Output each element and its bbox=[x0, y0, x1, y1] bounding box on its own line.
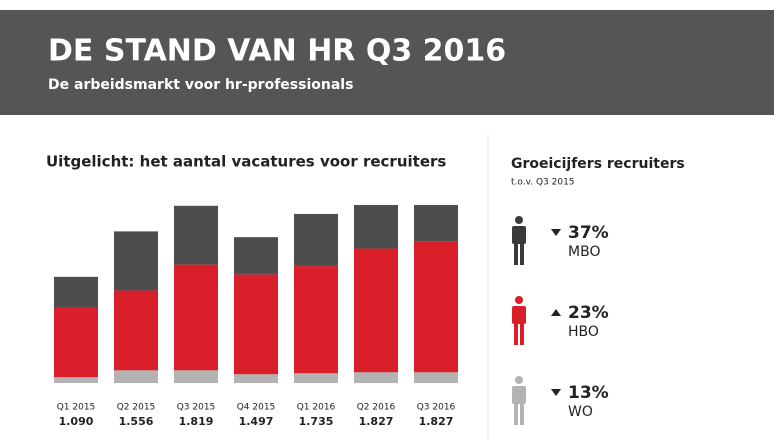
total-label: 1.735 bbox=[299, 415, 334, 428]
trend-arrow bbox=[551, 309, 561, 316]
trend-arrow bbox=[551, 229, 561, 236]
total-label: 1.556 bbox=[119, 415, 154, 428]
bar-segment bbox=[174, 205, 218, 265]
total-label: 1.827 bbox=[419, 415, 454, 428]
bar-segment bbox=[414, 205, 458, 242]
bar-segment bbox=[114, 370, 158, 383]
bar-segment bbox=[354, 372, 398, 383]
level-label: MBO bbox=[568, 244, 600, 260]
x-tick-label: Q3 2016 bbox=[417, 403, 456, 413]
person-icon-body bbox=[512, 226, 526, 244]
change-value: 13% bbox=[568, 383, 609, 403]
x-tick-label: Q1 2015 bbox=[57, 403, 96, 413]
bar-segment bbox=[414, 241, 458, 373]
x-tick-label: Q2 2016 bbox=[357, 403, 396, 413]
person-icon-head bbox=[515, 296, 523, 304]
panel-subtitle: t.o.v. Q3 2015 bbox=[511, 178, 575, 188]
level-label: WO bbox=[568, 404, 593, 420]
bar-segment bbox=[234, 274, 278, 375]
header-subtitle: De arbeidsmarkt voor hr-professionals bbox=[48, 77, 353, 93]
change-value: 37% bbox=[568, 223, 609, 243]
x-tick-label: Q2 2015 bbox=[117, 403, 156, 413]
chart-title: Uitgelicht: het aantal vacatures voor re… bbox=[46, 153, 446, 171]
panel-title: Groeicijfers recruiters bbox=[511, 156, 685, 172]
bar-segment bbox=[354, 248, 398, 373]
bar-segment bbox=[294, 266, 338, 374]
person-icon-body bbox=[512, 306, 526, 324]
bar-segment bbox=[114, 290, 158, 371]
person-icon-leg bbox=[520, 403, 524, 425]
total-label: 1.827 bbox=[359, 415, 394, 428]
bar-segment bbox=[354, 205, 398, 249]
person-icon-leg bbox=[514, 403, 518, 425]
bar-segment bbox=[174, 264, 218, 371]
total-label: 1.090 bbox=[59, 415, 94, 428]
bar-segment bbox=[234, 374, 278, 383]
person-icon-leg bbox=[514, 323, 518, 345]
bar-segment bbox=[294, 213, 338, 267]
bar-segment bbox=[294, 373, 338, 383]
x-tick-label: Q4 2015 bbox=[237, 403, 276, 413]
bar-segment bbox=[54, 307, 98, 378]
bar-segment bbox=[174, 370, 218, 383]
person-icon-head bbox=[515, 376, 523, 384]
x-tick-label: Q1 2016 bbox=[297, 403, 336, 413]
bar-segment bbox=[234, 237, 278, 275]
header-title: DE STAND VAN HR Q3 2016 bbox=[48, 34, 506, 69]
x-tick-label: Q3 2015 bbox=[177, 403, 216, 413]
bar-segment bbox=[414, 372, 458, 383]
person-icon-head bbox=[515, 216, 523, 224]
total-label: 1.819 bbox=[179, 415, 214, 428]
person-icon-leg bbox=[514, 243, 518, 265]
bar-segment bbox=[54, 377, 98, 383]
person-icon-leg bbox=[520, 323, 524, 345]
header-band bbox=[0, 10, 774, 115]
person-icon-leg bbox=[520, 243, 524, 265]
trend-arrow bbox=[551, 389, 561, 396]
total-label: 1.497 bbox=[239, 415, 274, 428]
person-icon-body bbox=[512, 386, 526, 404]
level-label: HBO bbox=[568, 324, 599, 340]
change-value: 23% bbox=[568, 303, 609, 323]
bar-segment bbox=[54, 276, 98, 308]
bar-segment bbox=[114, 231, 158, 291]
